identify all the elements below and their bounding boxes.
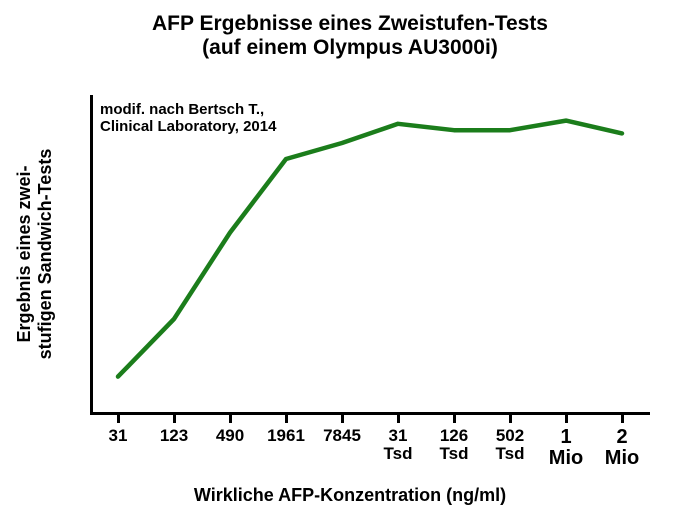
x-tick-label: 123 [160,427,188,445]
x-tick-label: 502 Tsd [496,427,525,463]
x-tick-label: 126 Tsd [440,427,469,463]
annotation-line2: Clinical Laboratory, 2014 [100,118,276,135]
x-tick-label: 31 [109,427,128,445]
x-tick [621,415,624,423]
data-line [90,95,650,415]
x-axis-label-text: Wirkliche AFP-Konzentration (ng/ml) [194,485,506,505]
x-tick [397,415,400,423]
x-tick [173,415,176,423]
chart-title-line1: AFP Ergebnisse eines Zweistufen-Tests [0,12,700,36]
x-tick [117,415,120,423]
x-tick [229,415,232,423]
plot-area: modif. nach Bertsch T., Clinical Laborat… [90,95,650,415]
annotation-line1: modif. nach Bertsch T., [100,101,264,118]
chart-title-line2: (auf einem Olympus AU3000i) [0,36,700,60]
x-tick-label: 1961 [267,427,305,445]
y-axis-label: Ergebnis eines zwei- stufigen Sandwich-T… [14,104,56,404]
x-axis-label: Wirkliche AFP-Konzentration (ng/ml) [0,485,700,506]
x-tick [285,415,288,423]
y-axis-label-line2: stufigen Sandwich-Tests [35,149,55,360]
chart-title: AFP Ergebnisse eines Zweistufen-Tests (a… [0,12,700,60]
source-annotation: modif. nach Bertsch T., Clinical Laborat… [100,101,276,136]
x-tick-label: 2 Mio [605,427,639,469]
x-tick-label: 490 [216,427,244,445]
x-tick [565,415,568,423]
x-tick-label: 7845 [323,427,361,445]
y-axis-label-line1: Ergebnis eines zwei- [14,165,34,342]
x-tick [509,415,512,423]
x-tick-label: 31 Tsd [384,427,413,463]
x-tick [453,415,456,423]
x-tick-label: 1 Mio [549,427,583,469]
x-tick [341,415,344,423]
